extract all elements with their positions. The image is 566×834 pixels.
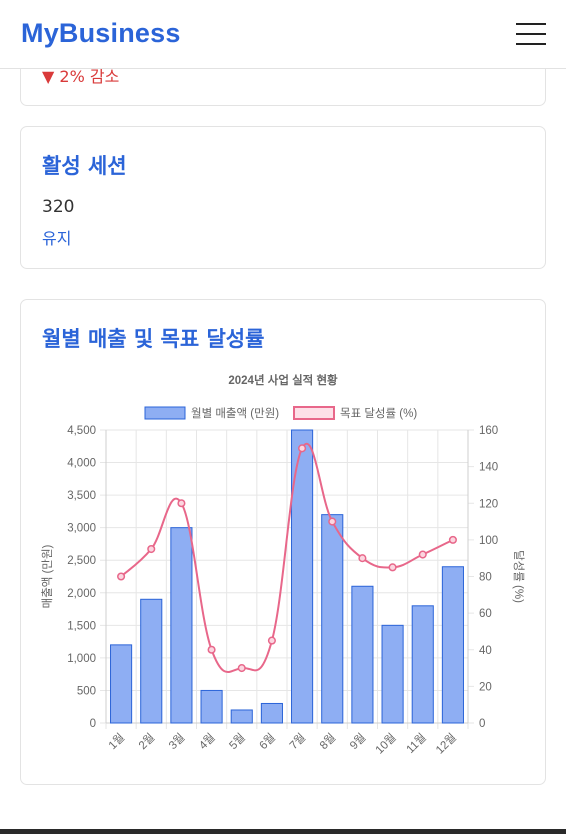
y2-axis-title: 달성률 (%) (512, 550, 526, 603)
metric-status: 유지 (42, 229, 72, 248)
menu-line (516, 23, 546, 25)
y2-tick-label: 40 (479, 645, 492, 657)
legend-label-sales: 월별 매출액 (만원) (191, 406, 279, 420)
sales-bar (441, 566, 464, 724)
trend-decline-text: ▼ 2% 감소 (42, 67, 120, 86)
y2-tick-label: 140 (479, 462, 498, 474)
bottom-bar (0, 829, 566, 834)
y-tick-label: 500 (77, 685, 96, 697)
chart-title: 2024년 사업 실적 현황 (228, 373, 338, 387)
rate-point (448, 535, 457, 544)
rate-point (328, 517, 337, 526)
rate-point (177, 499, 186, 508)
y2-tick-label: 160 (479, 425, 498, 437)
x-tick-label: 8월 (317, 731, 338, 752)
sales-bar (321, 514, 344, 724)
sales-bar (170, 527, 193, 724)
menu-line (516, 43, 546, 45)
x-tick-label: 12월 (433, 731, 459, 757)
legend-swatch-rate (293, 406, 335, 420)
sales-bar (381, 624, 404, 724)
app-header: MyBusiness (0, 0, 566, 69)
rate-point (117, 572, 126, 581)
rate-point (358, 554, 367, 563)
x-tick-label: 6월 (257, 731, 278, 752)
x-tick-label: 5월 (227, 731, 248, 752)
y2-tick-label: 0 (479, 718, 485, 730)
y2-tick-label: 80 (479, 572, 492, 584)
y2-tick-label: 60 (479, 608, 492, 620)
y-tick-label: 3,500 (67, 490, 96, 502)
y-tick-label: 3,000 (67, 523, 96, 535)
metric-card-active-sessions: 활성 세션 320 유지 (20, 126, 546, 269)
brand-logo[interactable]: MyBusiness (21, 18, 181, 48)
sales-bar (140, 598, 163, 724)
y-axis-title: 매출액 (만원) (40, 544, 54, 608)
card-title: 월별 매출 및 목표 달성률 (42, 327, 265, 351)
y-tick-label: 1,000 (67, 653, 96, 665)
legend-swatch-sales (144, 406, 186, 420)
y-tick-label: 1,500 (67, 620, 96, 632)
y-tick-label: 4,000 (67, 458, 96, 470)
sales-bar (351, 585, 374, 724)
rate-point (267, 636, 276, 645)
rate-point (418, 550, 427, 559)
x-tick-label: 7월 (287, 731, 308, 752)
x-tick-label: 1월 (106, 731, 127, 752)
hamburger-menu-icon[interactable] (514, 22, 548, 46)
rate-point (298, 444, 307, 453)
rate-point (147, 544, 156, 554)
rate-point (237, 664, 246, 673)
x-tick-label: 10월 (373, 731, 399, 757)
x-tick-label: 2월 (136, 731, 157, 752)
y2-tick-label: 120 (479, 498, 498, 510)
y2-tick-label: 100 (479, 535, 498, 547)
x-tick-label: 4월 (197, 731, 218, 752)
card-title: 활성 세션 (42, 154, 127, 178)
sales-bar (411, 605, 434, 724)
y-tick-label: 0 (90, 718, 96, 730)
sales-bar (260, 702, 283, 724)
sales-bar (200, 689, 223, 724)
y-tick-label: 2,500 (67, 555, 96, 567)
rate-point (207, 645, 216, 654)
sales-bar (291, 429, 314, 724)
legend-label-rate: 목표 달성률 (%) (340, 406, 417, 420)
menu-line (516, 33, 546, 35)
metric-value: 320 (42, 197, 75, 217)
sales-bar (230, 709, 253, 724)
x-tick-label: 9월 (347, 731, 368, 752)
y2-tick-label: 20 (479, 681, 492, 693)
y-tick-label: 2,000 (67, 588, 96, 600)
x-tick-label: 3월 (166, 731, 187, 752)
y-tick-label: 4,500 (67, 425, 96, 437)
x-tick-label: 11월 (404, 731, 429, 756)
rate-point (388, 563, 397, 572)
sales-bar (110, 644, 133, 724)
